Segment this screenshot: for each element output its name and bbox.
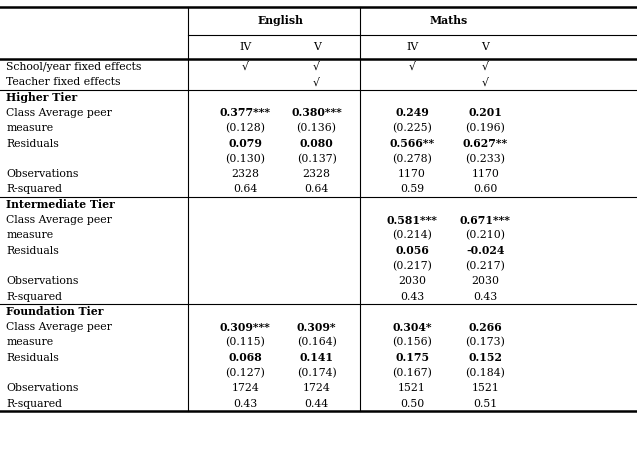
Text: measure: measure (6, 123, 54, 133)
Text: Intermediate Tier: Intermediate Tier (6, 199, 115, 210)
Text: 2328: 2328 (231, 169, 259, 179)
Text: 2328: 2328 (303, 169, 331, 179)
Text: Residuals: Residuals (6, 353, 59, 363)
Text: √: √ (482, 77, 489, 87)
Text: (0.184): (0.184) (466, 368, 505, 378)
Text: (0.210): (0.210) (466, 230, 505, 240)
Text: 0.50: 0.50 (400, 399, 424, 409)
Text: Foundation Tier: Foundation Tier (6, 306, 104, 317)
Text: 0.44: 0.44 (304, 399, 329, 409)
Text: Class Average peer: Class Average peer (6, 322, 112, 332)
Text: 0.64: 0.64 (304, 184, 329, 194)
Text: (0.278): (0.278) (392, 154, 432, 164)
Text: (0.137): (0.137) (297, 154, 336, 164)
Text: Class Average peer: Class Average peer (6, 108, 112, 118)
Text: 0.377***: 0.377*** (220, 108, 271, 118)
Text: 0.380***: 0.380*** (291, 108, 342, 118)
Text: School/year fixed effects: School/year fixed effects (6, 62, 142, 72)
Text: 0.566**: 0.566** (390, 138, 434, 149)
Text: √: √ (313, 77, 320, 87)
Text: Maths: Maths (429, 15, 468, 26)
Text: √: √ (242, 62, 248, 72)
Text: (0.130): (0.130) (225, 154, 265, 164)
Text: 0.627**: 0.627** (463, 138, 508, 149)
Text: (0.156): (0.156) (392, 338, 432, 347)
Text: 0.43: 0.43 (400, 292, 424, 302)
Text: measure: measure (6, 338, 54, 347)
Text: 0.309*: 0.309* (297, 322, 336, 333)
Text: Class Average peer: Class Average peer (6, 215, 112, 225)
Text: Teacher fixed effects: Teacher fixed effects (6, 77, 121, 87)
Text: measure: measure (6, 230, 54, 240)
Text: (0.214): (0.214) (392, 230, 432, 240)
Text: 0.59: 0.59 (400, 184, 424, 194)
Text: √: √ (482, 62, 489, 72)
Text: 0.079: 0.079 (228, 138, 262, 149)
Text: 0.175: 0.175 (395, 352, 429, 363)
Text: 0.266: 0.266 (469, 322, 502, 333)
Text: 0.581***: 0.581*** (387, 215, 438, 225)
Text: R-squared: R-squared (6, 399, 62, 409)
Text: V: V (482, 41, 489, 52)
Text: Residuals: Residuals (6, 139, 59, 148)
Text: √: √ (409, 62, 415, 72)
Text: Observations: Observations (6, 169, 79, 179)
Text: (0.167): (0.167) (392, 368, 432, 378)
Text: Higher Tier: Higher Tier (6, 92, 78, 103)
Text: English: English (258, 15, 304, 26)
Text: (0.233): (0.233) (466, 154, 505, 164)
Text: Residuals: Residuals (6, 246, 59, 256)
Text: 2030: 2030 (471, 276, 499, 286)
Text: (0.128): (0.128) (225, 123, 265, 133)
Text: 0.068: 0.068 (229, 352, 262, 363)
Text: (0.127): (0.127) (225, 368, 265, 378)
Text: 0.43: 0.43 (473, 292, 497, 302)
Text: 0.080: 0.080 (300, 138, 333, 149)
Text: (0.174): (0.174) (297, 368, 336, 378)
Text: R-squared: R-squared (6, 292, 62, 302)
Text: √: √ (313, 62, 320, 72)
Text: 0.309***: 0.309*** (220, 322, 271, 333)
Text: (0.173): (0.173) (466, 338, 505, 347)
Text: 1724: 1724 (231, 383, 259, 393)
Text: (0.164): (0.164) (297, 338, 336, 347)
Text: IV: IV (406, 41, 419, 52)
Text: (0.196): (0.196) (466, 123, 505, 133)
Text: 0.64: 0.64 (233, 184, 257, 194)
Text: 2030: 2030 (398, 276, 426, 286)
Text: 1521: 1521 (398, 383, 426, 393)
Text: 1170: 1170 (398, 169, 426, 179)
Text: 0.141: 0.141 (299, 352, 334, 363)
Text: Observations: Observations (6, 383, 79, 393)
Text: 1724: 1724 (303, 383, 331, 393)
Text: (0.115): (0.115) (225, 338, 265, 347)
Text: (0.225): (0.225) (392, 123, 432, 133)
Text: (0.217): (0.217) (466, 261, 505, 271)
Text: V: V (313, 41, 320, 52)
Text: R-squared: R-squared (6, 184, 62, 194)
Text: 0.671***: 0.671*** (460, 215, 511, 225)
Text: -0.024: -0.024 (466, 245, 505, 256)
Text: IV: IV (239, 41, 252, 52)
Text: 1170: 1170 (471, 169, 499, 179)
Text: 0.152: 0.152 (468, 352, 503, 363)
Text: 0.249: 0.249 (396, 108, 429, 118)
Text: 0.43: 0.43 (233, 399, 257, 409)
Text: 0.201: 0.201 (468, 108, 503, 118)
Text: 0.51: 0.51 (473, 399, 497, 409)
Text: 0.304*: 0.304* (392, 322, 432, 333)
Text: 0.056: 0.056 (395, 245, 429, 256)
Text: 1521: 1521 (471, 383, 499, 393)
Text: (0.217): (0.217) (392, 261, 432, 271)
Text: (0.136): (0.136) (297, 123, 336, 133)
Text: Observations: Observations (6, 276, 79, 286)
Text: 0.60: 0.60 (473, 184, 497, 194)
